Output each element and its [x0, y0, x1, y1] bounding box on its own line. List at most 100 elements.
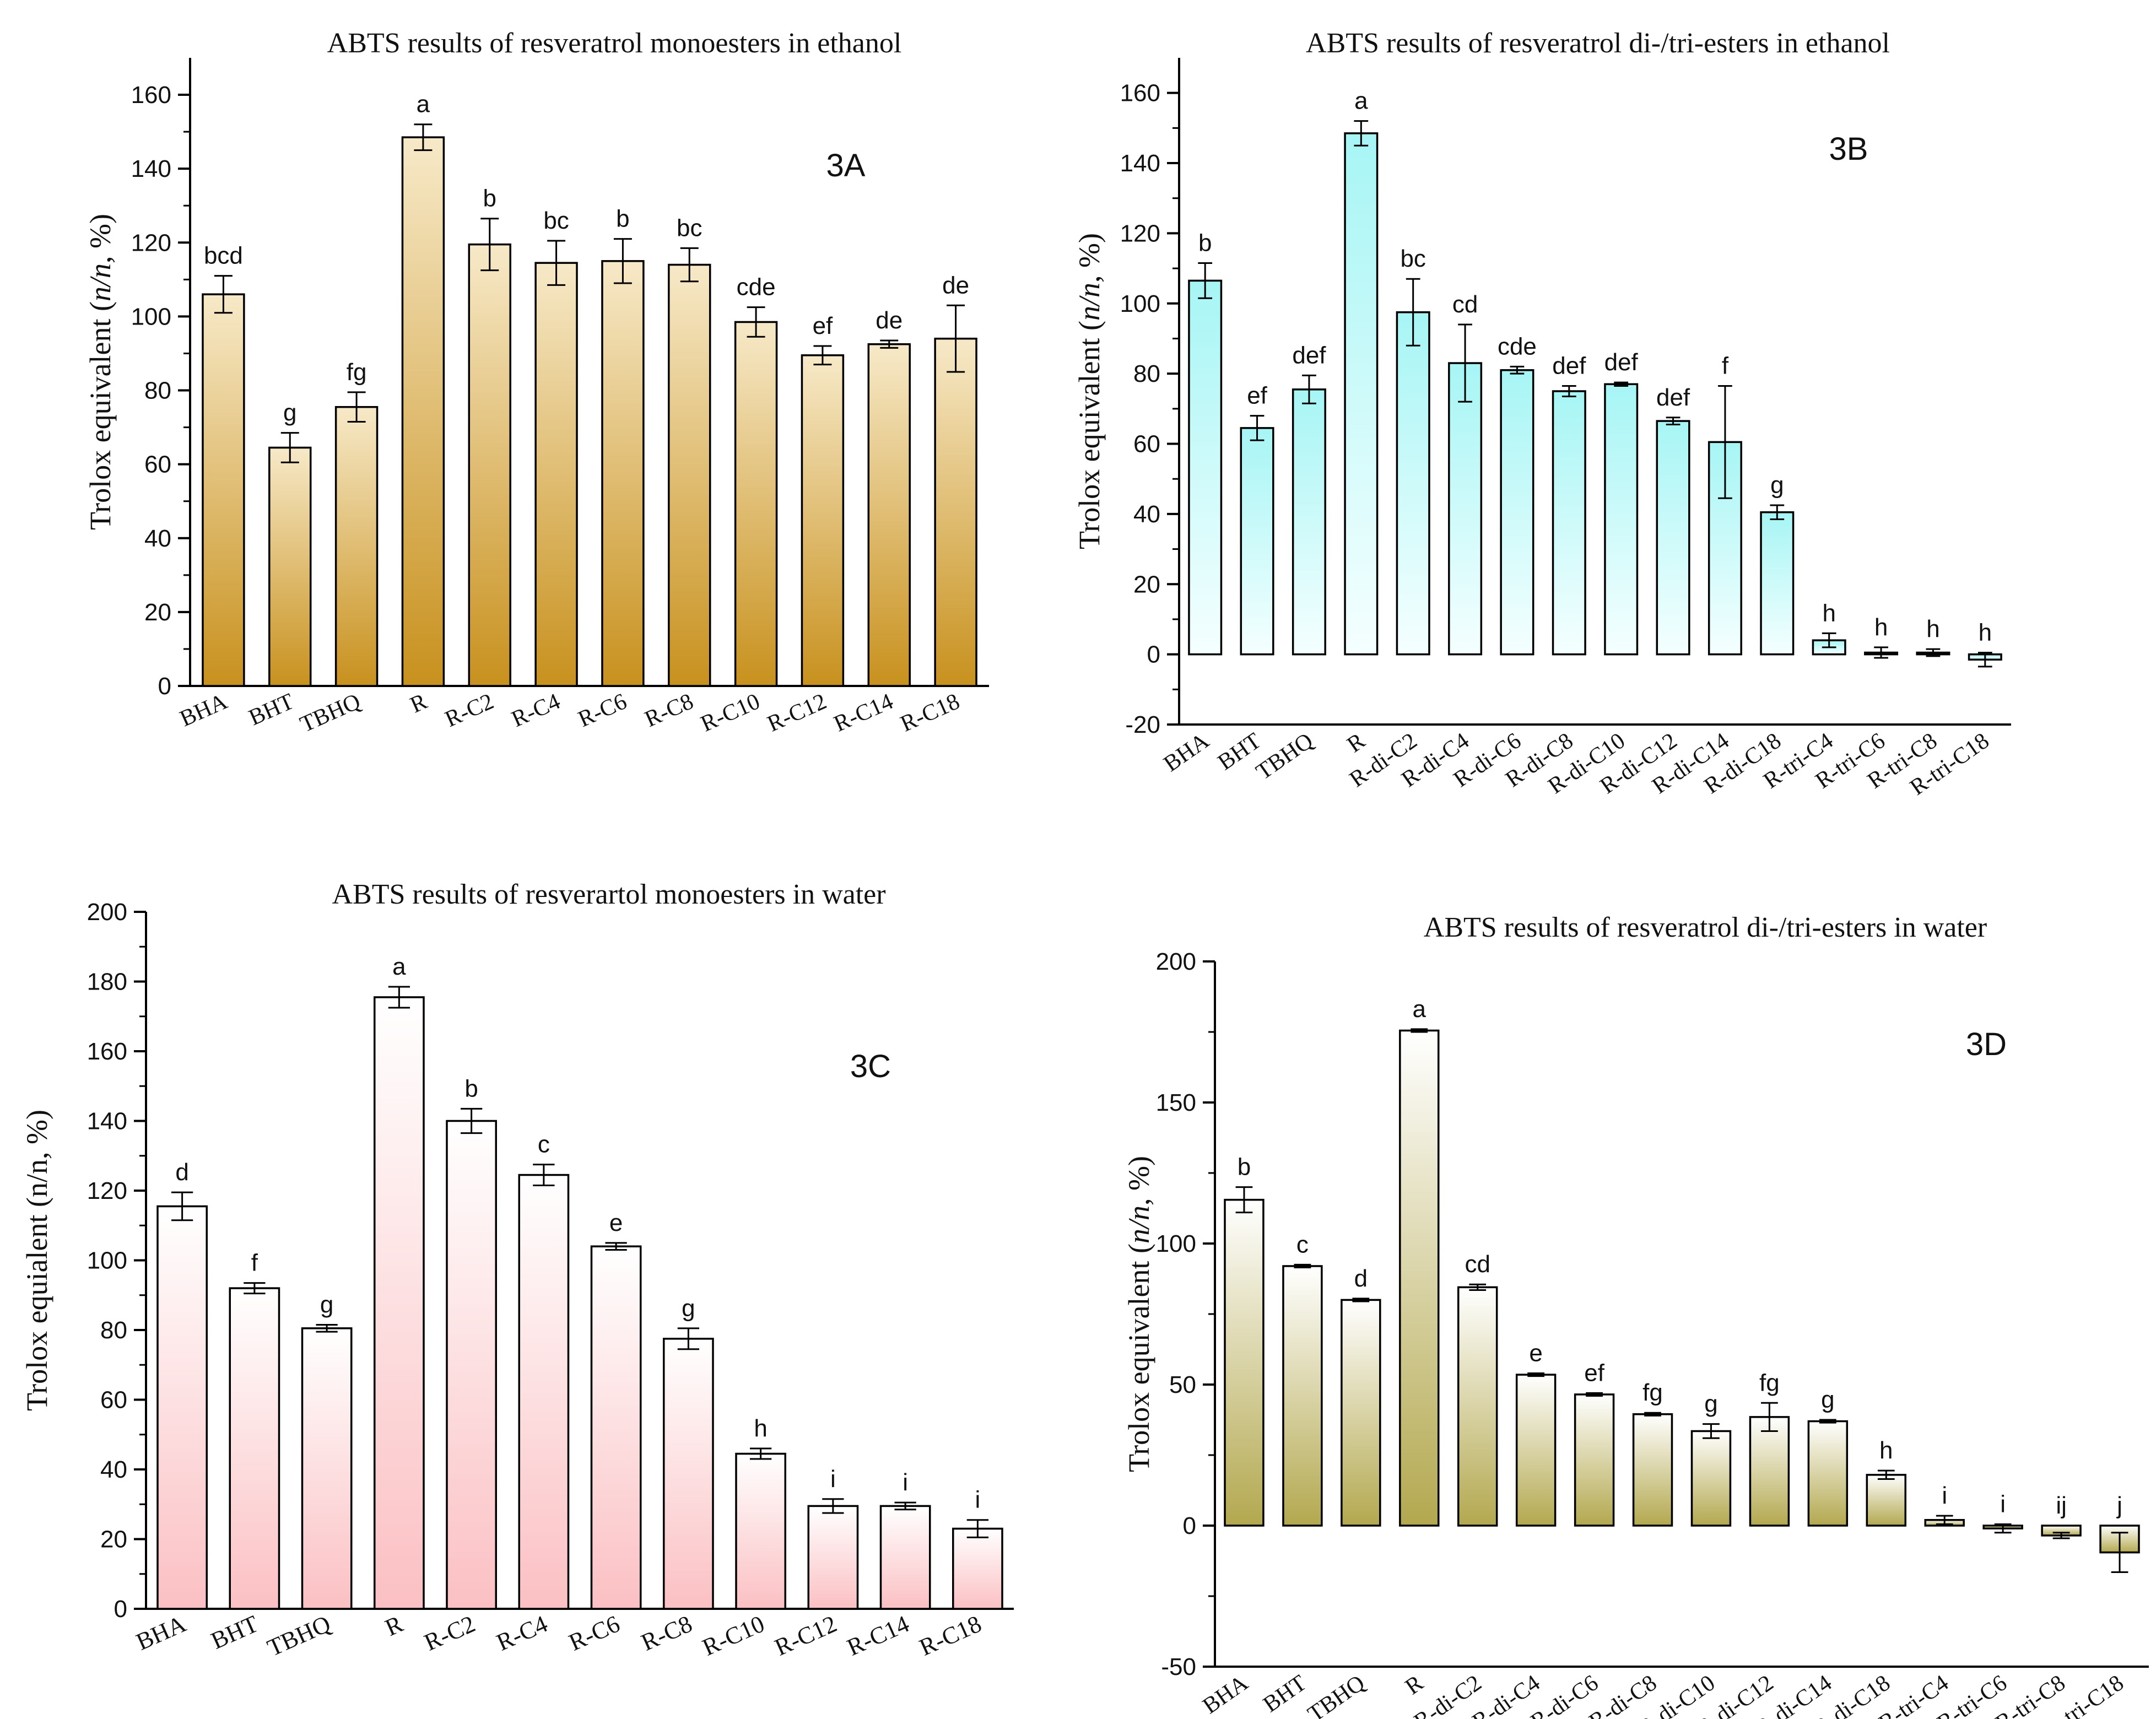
significance-letter: f — [1722, 352, 1729, 379]
significance-letter: b — [1198, 230, 1212, 257]
x-tick-label: R-C8 — [637, 1610, 696, 1656]
x-tick-label: TBHQ — [296, 689, 364, 738]
x-tick-label: R-C4 — [508, 689, 564, 732]
significance-letter: cd — [1465, 1251, 1490, 1278]
bar — [1240, 427, 1274, 656]
y-axis-title-italic: n/n — [84, 263, 117, 301]
bar — [1866, 1474, 1906, 1527]
significance-letter: ef — [1584, 1359, 1604, 1386]
bar — [801, 354, 845, 687]
y-tick-label: 80 — [100, 1317, 127, 1344]
x-tick-label: R-C6 — [565, 1610, 624, 1656]
bar — [1341, 1299, 1381, 1527]
y-tick-label: 160 — [131, 82, 171, 109]
y-tick-label: -20 — [1125, 711, 1160, 738]
x-tick-label: R-C8 — [641, 689, 697, 732]
bar — [1448, 362, 1483, 656]
y-tick-label: 200 — [87, 899, 127, 926]
bar — [734, 321, 778, 687]
bar — [156, 1205, 208, 1610]
y-tick-label: 120 — [131, 229, 171, 256]
x-tick-label: R-C4 — [493, 1610, 552, 1656]
bar — [934, 337, 977, 687]
bar — [1690, 1430, 1732, 1527]
x-tick-label: R-C10 — [697, 689, 764, 737]
y-axis-title-part: , %) — [1073, 233, 1106, 283]
y-axis-title: Trolox equivalent (n/n, %) — [1122, 1156, 1155, 1472]
x-tick-label: R-C12 — [771, 1610, 841, 1661]
bar — [735, 1452, 786, 1610]
y-tick-label: 140 — [131, 155, 171, 182]
significance-letter: d — [1354, 1265, 1368, 1292]
significance-letter: bcd — [204, 242, 243, 269]
y-tick-label: 180 — [87, 969, 127, 996]
bar — [534, 262, 578, 687]
chart-title: ABTS results of resveratrol di-/tri-este… — [1306, 28, 1890, 59]
significance-letter: e — [609, 1209, 623, 1236]
y-tick-label: 120 — [1120, 220, 1160, 247]
bar — [879, 1505, 931, 1610]
y-axis-title-italic: n/n — [1122, 1206, 1155, 1244]
x-tick-label: R-C14 — [830, 689, 897, 737]
y-tick-label: 100 — [1156, 1230, 1196, 1257]
significance-letter: g — [320, 1291, 333, 1318]
chart-title: ABTS results of resverartol monoesters i… — [332, 879, 885, 910]
panel-label: 3D — [1966, 1026, 2007, 1062]
panel-label: 3B — [1829, 131, 1868, 167]
significance-letter: i — [2000, 1490, 2006, 1517]
significance-letter: cde — [1498, 333, 1537, 360]
bar — [1749, 1416, 1790, 1527]
significance-letter: bc — [677, 214, 702, 241]
y-axis-title: Trolox equivalent (n/n, %) — [84, 214, 117, 530]
significance-letter: h — [1822, 599, 1835, 626]
y-tick-label: 60 — [100, 1387, 127, 1414]
y-tick-label: 0 — [1183, 1512, 1196, 1539]
bar — [1760, 511, 1795, 656]
significance-letter: h — [1874, 614, 1888, 641]
significance-letter: i — [975, 1486, 980, 1513]
significance-letter: def — [1604, 349, 1639, 376]
significance-letter: ef — [813, 312, 833, 339]
y-axis-title-italic: n/n — [1073, 283, 1106, 321]
chart-title: ABTS results of resveratrol monoesters i… — [327, 28, 902, 59]
x-tick-label: R-C12 — [764, 689, 830, 737]
y-tick-label: 140 — [87, 1108, 127, 1135]
bar — [590, 1245, 642, 1610]
bar — [1574, 1393, 1615, 1527]
bar — [401, 136, 445, 687]
significance-letter: ij — [2056, 1492, 2067, 1519]
bar — [301, 1327, 353, 1610]
bar — [1515, 1374, 1557, 1527]
panel-3a: ABTS results of resveratrol monoesters i… — [84, 28, 989, 738]
panel-3c: ABTS results of resverartol monoesters i… — [20, 879, 1014, 1662]
x-tick-label: BHT — [1258, 1671, 1311, 1718]
bar — [1396, 311, 1430, 656]
y-tick-label: 0 — [114, 1596, 127, 1623]
significance-letter: g — [283, 399, 296, 426]
significance-letter: de — [876, 307, 903, 334]
y-axis-title: Trolox equivalent (n/n, %) — [1073, 233, 1106, 549]
significance-letter: j — [2116, 1492, 2122, 1519]
significance-letter: g — [1704, 1391, 1717, 1418]
significance-letter: a — [392, 953, 406, 980]
x-tick-label: R-C2 — [420, 1610, 479, 1656]
significance-letter: c — [1296, 1231, 1309, 1258]
x-tick-label: R — [407, 689, 431, 718]
bar — [1500, 369, 1534, 656]
significance-letter: cd — [1452, 291, 1478, 318]
bar — [867, 343, 911, 687]
y-tick-label: 140 — [1120, 150, 1160, 177]
bar — [952, 1527, 1003, 1610]
y-tick-label: 100 — [131, 303, 171, 330]
chart-title: ABTS results of resveratrol di-/tri-este… — [1424, 912, 1987, 943]
bar — [1282, 1265, 1323, 1527]
significance-letter: i — [1942, 1482, 1947, 1509]
significance-letter: a — [1413, 996, 1426, 1023]
bar — [1292, 388, 1326, 656]
significance-letter: h — [1879, 1437, 1893, 1464]
x-tick-label: R — [381, 1610, 407, 1641]
x-tick-label: BHA — [1159, 728, 1214, 777]
y-tick-label: 150 — [1156, 1089, 1196, 1116]
bar — [334, 406, 379, 687]
